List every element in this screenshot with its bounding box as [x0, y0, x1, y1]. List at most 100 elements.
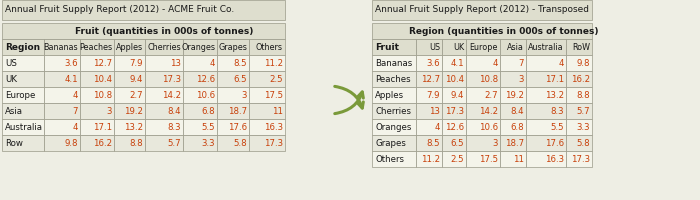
- Text: 9.8: 9.8: [577, 58, 590, 68]
- Bar: [526, 103, 566, 119]
- Bar: [500, 103, 526, 119]
- Bar: [2, 0, 285, 20]
- Bar: [466, 71, 500, 87]
- Bar: [2, 103, 44, 119]
- Text: 19.2: 19.2: [124, 106, 143, 116]
- Bar: [183, 71, 217, 87]
- Text: 4: 4: [493, 58, 498, 68]
- Text: Peaches: Peaches: [79, 43, 112, 51]
- Bar: [145, 55, 183, 71]
- Text: Others: Others: [256, 43, 283, 51]
- Bar: [145, 39, 183, 55]
- Bar: [500, 87, 526, 103]
- Bar: [80, 135, 114, 151]
- Bar: [249, 39, 285, 55]
- Text: 8.4: 8.4: [510, 106, 524, 116]
- Text: Oranges: Oranges: [181, 43, 215, 51]
- Text: 13: 13: [429, 106, 440, 116]
- Text: 6.8: 6.8: [510, 122, 524, 132]
- Text: 17.3: 17.3: [264, 138, 283, 148]
- Text: UK: UK: [5, 74, 17, 84]
- Text: 3.3: 3.3: [202, 138, 215, 148]
- Bar: [526, 55, 566, 71]
- Text: 8.3: 8.3: [167, 122, 181, 132]
- Bar: [2, 55, 44, 71]
- Text: Apples: Apples: [375, 90, 404, 99]
- Text: Bananas: Bananas: [375, 58, 412, 68]
- Bar: [145, 103, 183, 119]
- Text: 3: 3: [241, 90, 247, 99]
- Text: 12.7: 12.7: [421, 74, 440, 84]
- Bar: [372, 55, 416, 71]
- Bar: [500, 119, 526, 135]
- Text: 3: 3: [106, 106, 112, 116]
- Text: Fruit (quantities in 000s of tonnes): Fruit (quantities in 000s of tonnes): [76, 26, 253, 36]
- Bar: [416, 119, 442, 135]
- Text: 9.4: 9.4: [451, 90, 464, 99]
- Bar: [183, 39, 217, 55]
- Text: Bananas: Bananas: [43, 43, 78, 51]
- Text: 10.4: 10.4: [445, 74, 464, 84]
- Text: Cherries: Cherries: [148, 43, 181, 51]
- Bar: [114, 55, 145, 71]
- Text: 4: 4: [435, 122, 440, 132]
- Bar: [416, 87, 442, 103]
- Bar: [145, 87, 183, 103]
- Text: 17.3: 17.3: [162, 74, 181, 84]
- Text: 5.8: 5.8: [233, 138, 247, 148]
- Bar: [183, 87, 217, 103]
- Bar: [114, 87, 145, 103]
- Bar: [466, 151, 500, 167]
- Bar: [80, 87, 114, 103]
- Text: 8.4: 8.4: [167, 106, 181, 116]
- Text: 11: 11: [272, 106, 283, 116]
- Text: 10.4: 10.4: [93, 74, 112, 84]
- Bar: [372, 87, 416, 103]
- Text: 19.2: 19.2: [505, 90, 524, 99]
- Bar: [372, 135, 416, 151]
- Bar: [442, 151, 466, 167]
- Text: 18.7: 18.7: [505, 138, 524, 148]
- Bar: [442, 71, 466, 87]
- Bar: [466, 103, 500, 119]
- Bar: [114, 71, 145, 87]
- Bar: [500, 151, 526, 167]
- Bar: [80, 55, 114, 71]
- Bar: [466, 87, 500, 103]
- Bar: [217, 71, 249, 87]
- Bar: [2, 39, 44, 55]
- Bar: [442, 135, 466, 151]
- Bar: [145, 71, 183, 87]
- Text: 6.5: 6.5: [450, 138, 464, 148]
- Text: 18.7: 18.7: [228, 106, 247, 116]
- Bar: [145, 119, 183, 135]
- Text: 7: 7: [73, 106, 78, 116]
- Text: 2.7: 2.7: [484, 90, 498, 99]
- Text: 2.5: 2.5: [450, 154, 464, 164]
- Bar: [217, 103, 249, 119]
- Bar: [217, 135, 249, 151]
- Bar: [114, 39, 145, 55]
- Bar: [566, 135, 592, 151]
- Text: 6.5: 6.5: [233, 74, 247, 84]
- Text: Row: Row: [5, 138, 23, 148]
- Text: Europe: Europe: [5, 90, 36, 99]
- Text: 12.6: 12.6: [196, 74, 215, 84]
- Text: 4.1: 4.1: [64, 74, 78, 84]
- Text: 14.2: 14.2: [479, 106, 498, 116]
- Bar: [566, 71, 592, 87]
- Bar: [217, 55, 249, 71]
- Bar: [372, 119, 416, 135]
- Bar: [249, 71, 285, 87]
- Text: 8.8: 8.8: [130, 138, 143, 148]
- Text: Australia: Australia: [528, 43, 564, 51]
- Bar: [416, 151, 442, 167]
- Bar: [526, 135, 566, 151]
- Text: 8.3: 8.3: [550, 106, 564, 116]
- Bar: [372, 151, 416, 167]
- Text: 13.2: 13.2: [124, 122, 143, 132]
- Text: 4: 4: [73, 90, 78, 99]
- Bar: [80, 39, 114, 55]
- Bar: [114, 103, 145, 119]
- Bar: [44, 119, 80, 135]
